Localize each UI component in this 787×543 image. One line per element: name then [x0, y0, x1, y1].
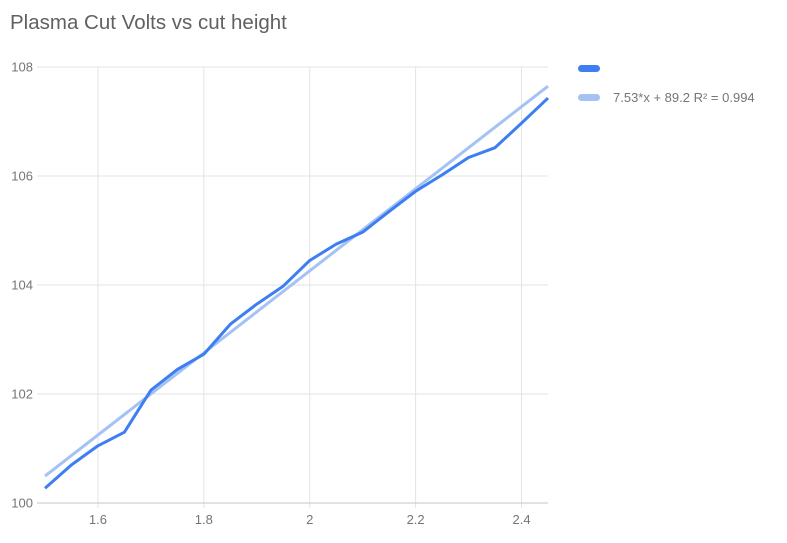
x-tick-label: 2.4 — [512, 512, 530, 527]
legend: 7.53*x + 89.2 R² = 0.994 — [578, 54, 755, 112]
y-tick-label: 102 — [11, 387, 33, 402]
x-tick-label: 1.6 — [89, 512, 107, 527]
x-tick-label: 1.8 — [195, 512, 213, 527]
y-tick-label: 108 — [11, 60, 33, 75]
chart-title: Plasma Cut Volts vs cut height — [10, 11, 287, 34]
x-tick-label: 2 — [306, 512, 313, 527]
legend-item-series — [578, 54, 755, 83]
legend-item-trendline: 7.53*x + 89.2 R² = 0.994 — [578, 83, 755, 112]
y-tick-label: 100 — [11, 496, 33, 511]
series-swatch-icon — [578, 65, 600, 72]
trendline-swatch-icon — [578, 94, 600, 101]
data-series-line — [44, 96, 550, 490]
y-tick-label: 104 — [11, 278, 33, 293]
trendline — [44, 84, 549, 478]
x-tick-label: 2.2 — [407, 512, 425, 527]
legend-trendline-label: 7.53*x + 89.2 R² = 0.994 — [613, 90, 755, 105]
y-tick-label: 106 — [11, 169, 33, 184]
